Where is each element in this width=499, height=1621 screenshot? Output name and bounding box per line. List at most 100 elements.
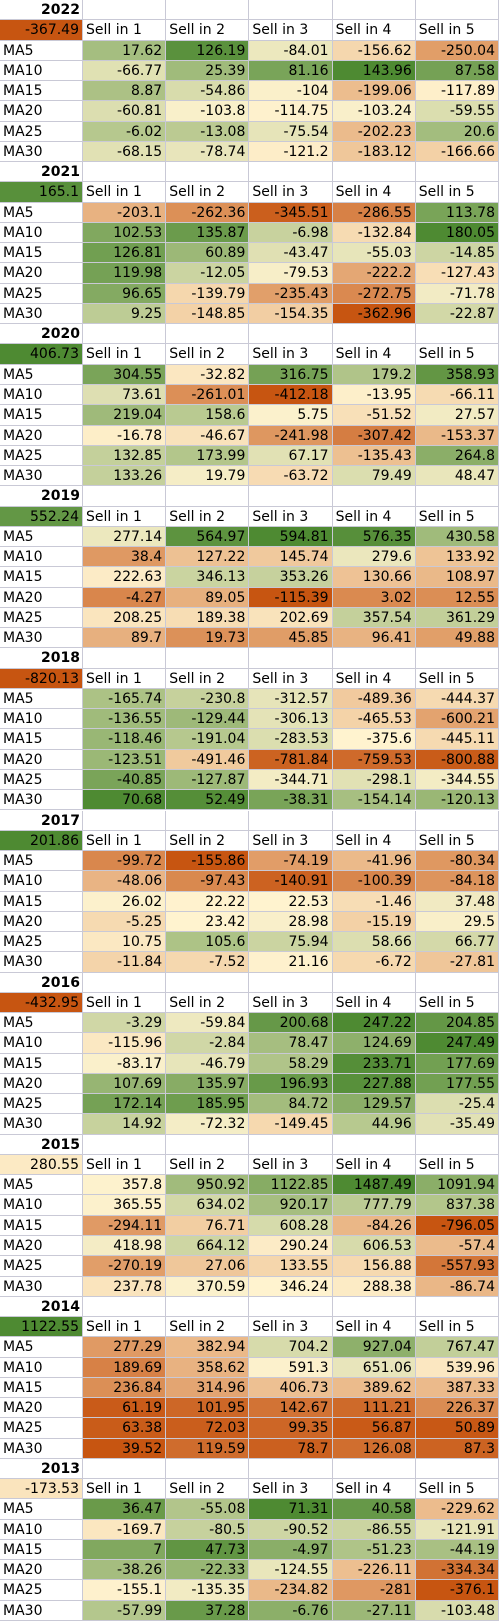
value-cell: 126.08 xyxy=(332,1438,416,1459)
value-cell: 47.73 xyxy=(166,1539,250,1561)
year-label: 2020 xyxy=(0,324,83,345)
row-label: MA20 xyxy=(0,1073,83,1095)
value-cell: 99.35 xyxy=(249,1418,333,1439)
column-header: Sell in 1 xyxy=(83,20,167,41)
value-cell: -165.74 xyxy=(83,688,167,710)
value-cell: 767.47 xyxy=(415,1337,499,1358)
empty-cell xyxy=(332,1296,416,1318)
row-label: MA5 xyxy=(0,1175,83,1196)
value-cell: 277.29 xyxy=(83,1337,167,1358)
row-label: MA15 xyxy=(0,81,83,102)
empty-cell xyxy=(415,324,499,345)
value-cell: 777.79 xyxy=(332,1195,416,1216)
value-cell: -156.62 xyxy=(332,40,416,61)
value-cell: 606.53 xyxy=(332,1236,416,1257)
value-cell: 704.2 xyxy=(249,1337,333,1358)
value-cell: -97.43 xyxy=(166,871,250,892)
value-cell: 185.95 xyxy=(166,1094,250,1115)
value-cell: 14.92 xyxy=(83,1114,167,1135)
empty-cell xyxy=(415,486,499,507)
value-cell: 277.14 xyxy=(83,526,167,548)
value-cell: -44.19 xyxy=(415,1539,499,1561)
value-cell: -375.6 xyxy=(332,729,416,750)
row-label: MA5 xyxy=(0,688,83,710)
value-cell: -51.23 xyxy=(332,1539,416,1561)
value-cell: 40.58 xyxy=(332,1499,416,1520)
year-label: 2022 xyxy=(0,0,83,21)
value-cell: -272.75 xyxy=(332,283,416,304)
value-cell: 133.26 xyxy=(83,466,167,487)
value-cell: -229.62 xyxy=(415,1499,499,1520)
value-cell: 105.6 xyxy=(166,932,250,953)
row-label: MA20 xyxy=(0,1236,83,1257)
value-cell: -148.85 xyxy=(166,303,250,325)
year-total-cell: -173.53 xyxy=(0,1479,83,1500)
value-cell: 196.93 xyxy=(249,1073,333,1095)
column-header: Sell in 5 xyxy=(415,20,499,41)
column-header: Sell in 2 xyxy=(166,992,250,1014)
column-header: Sell in 5 xyxy=(415,992,499,1014)
value-cell: 49.88 xyxy=(415,628,499,649)
empty-cell xyxy=(166,810,250,831)
value-cell: -22.87 xyxy=(415,303,499,325)
value-cell: 1487.49 xyxy=(332,1175,416,1196)
value-cell: 208.25 xyxy=(83,607,167,629)
column-header: Sell in 2 xyxy=(166,20,250,41)
row-label: MA10 xyxy=(0,547,83,568)
value-cell: 406.73 xyxy=(249,1377,333,1399)
value-cell: 63.38 xyxy=(83,1418,167,1439)
column-header: Sell in 2 xyxy=(166,668,250,689)
value-cell: 23.42 xyxy=(166,911,250,933)
value-cell: 22.22 xyxy=(166,891,250,912)
value-cell: -286.55 xyxy=(332,202,416,223)
value-cell: -117.89 xyxy=(415,81,499,102)
value-cell: 101.95 xyxy=(166,1398,250,1419)
empty-cell xyxy=(83,162,167,183)
value-cell: -15.19 xyxy=(332,911,416,933)
value-cell: -57.4 xyxy=(415,1236,499,1257)
value-cell: 87.3 xyxy=(415,1438,499,1459)
row-label: MA15 xyxy=(0,243,83,264)
empty-cell xyxy=(249,1134,333,1155)
value-cell: 28.98 xyxy=(249,911,333,933)
value-cell: -22.33 xyxy=(166,1560,250,1581)
empty-cell xyxy=(83,648,167,669)
value-cell: -46.67 xyxy=(166,425,250,446)
value-cell: 124.69 xyxy=(332,1033,416,1054)
column-header: Sell in 1 xyxy=(83,1479,167,1500)
value-cell: -90.52 xyxy=(249,1519,333,1540)
value-cell: 108.97 xyxy=(415,567,499,588)
row-label: MA10 xyxy=(0,1195,83,1216)
value-cell: 608.28 xyxy=(249,1215,333,1236)
row-label: MA30 xyxy=(0,141,83,163)
value-cell: -103.8 xyxy=(166,101,250,122)
value-cell: -118.46 xyxy=(83,729,167,750)
value-cell: 50.89 xyxy=(415,1418,499,1439)
value-cell: -48.06 xyxy=(83,871,167,892)
empty-cell xyxy=(415,648,499,669)
value-cell: -226.11 xyxy=(332,1560,416,1581)
empty-cell xyxy=(83,810,167,831)
column-header: Sell in 1 xyxy=(83,1154,167,1176)
value-cell: 79.49 xyxy=(332,466,416,487)
value-cell: 142.67 xyxy=(249,1398,333,1419)
value-cell: 204.85 xyxy=(415,1013,499,1034)
empty-cell xyxy=(249,972,333,993)
row-label: MA20 xyxy=(0,911,83,933)
value-cell: 89.05 xyxy=(166,587,250,608)
value-cell: 119.98 xyxy=(83,263,167,284)
value-cell: -2.84 xyxy=(166,1033,250,1054)
value-cell: -66.77 xyxy=(83,60,167,82)
value-cell: -46.79 xyxy=(166,1053,250,1074)
value-cell: 288.38 xyxy=(332,1276,416,1297)
row-label: MA15 xyxy=(0,1053,83,1074)
value-cell: 651.06 xyxy=(332,1357,416,1378)
value-cell: 346.24 xyxy=(249,1276,333,1297)
value-cell: -155.86 xyxy=(166,851,250,872)
value-cell: -38.31 xyxy=(249,790,333,811)
value-cell: 71.31 xyxy=(249,1499,333,1520)
value-cell: -103.48 xyxy=(415,1600,499,1621)
year-label: 2014 xyxy=(0,1296,83,1318)
value-cell: 247.49 xyxy=(415,1033,499,1054)
value-cell: 27.06 xyxy=(166,1256,250,1277)
